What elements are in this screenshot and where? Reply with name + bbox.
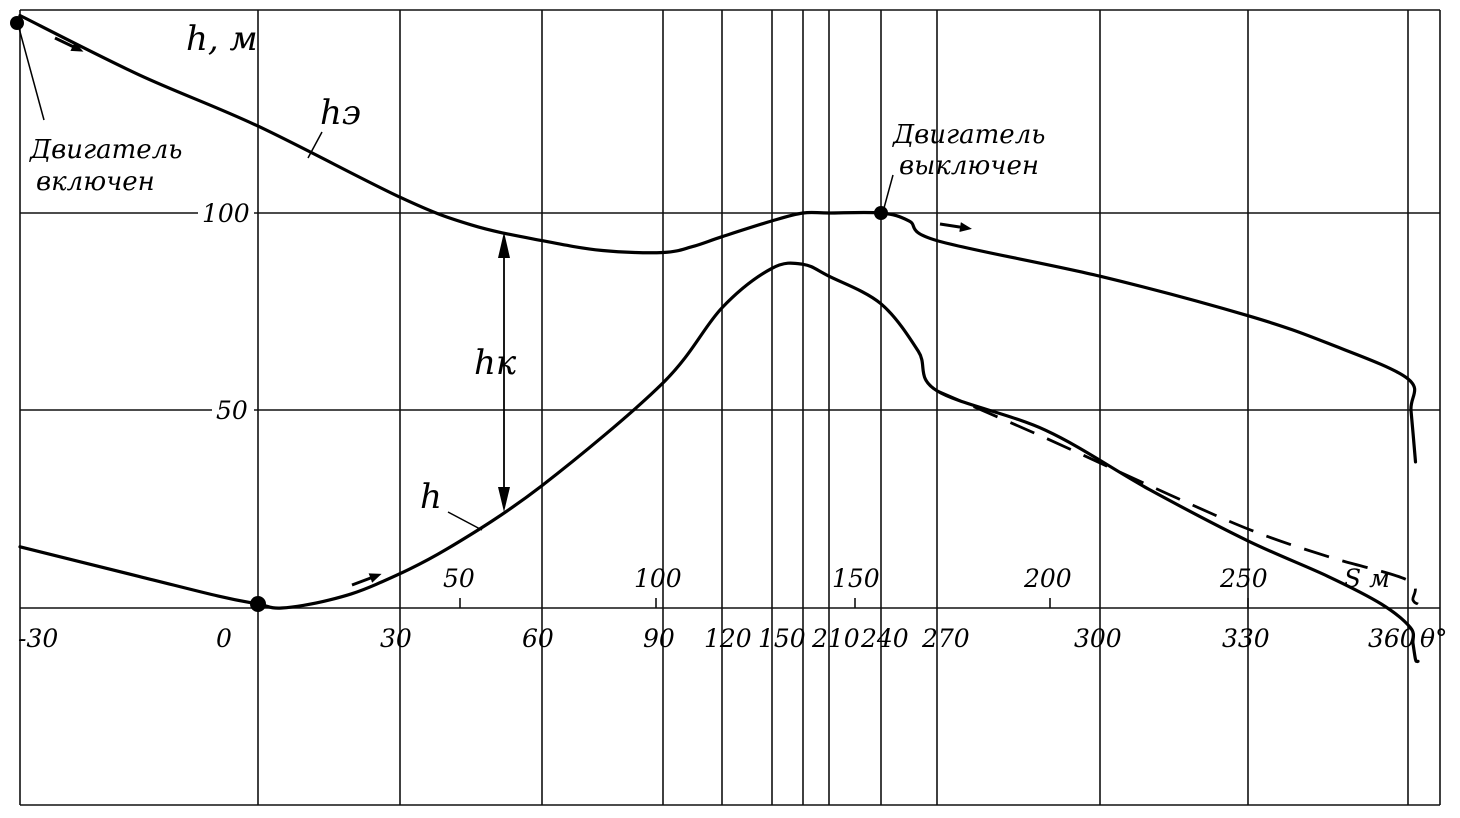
theta-tick-label-90: 90	[643, 624, 675, 653]
engine-off-label-line2: выключен	[899, 151, 1039, 181]
theta-tick-label-120: 120	[704, 624, 752, 653]
hk-label: hк	[474, 343, 517, 383]
s-tick-label-150: 150	[832, 564, 880, 593]
theta-tick-label-150: 150	[758, 624, 806, 653]
theta-tick-label-0: 0	[216, 624, 232, 653]
y-tick-50-bg	[212, 397, 254, 423]
s-tick-label-250: 250	[1219, 564, 1268, 593]
series-line-h-dashed	[936, 389, 1419, 606]
theta-tick-label-30: 30	[380, 624, 412, 653]
engine-off-leader	[883, 174, 894, 209]
series-line-h	[18, 261, 1420, 664]
theta-tick-label-360: 360	[1368, 624, 1416, 653]
engine-on-leader	[18, 27, 45, 121]
y-axis-label: h, м	[186, 19, 258, 59]
theta-tick-label-60: 60	[522, 624, 554, 653]
y-tick-label-50: 50	[216, 396, 248, 425]
engine-off-point	[874, 206, 888, 220]
theta-tick-label-270: 270	[921, 624, 970, 653]
theta-axis-unit: θ°	[1420, 624, 1448, 653]
engine-on-label-line2: включен	[36, 167, 155, 197]
h-origin-point	[250, 596, 266, 612]
engine-on-label-line1: Двигатель	[29, 135, 182, 165]
s-tick-label-200: 200	[1023, 564, 1072, 593]
theta-tick-label-330: 330	[1222, 624, 1270, 653]
hk-arrow-top	[498, 232, 510, 258]
theta-tick-label-210: 210	[811, 624, 860, 653]
s-tick-label-100: 100	[634, 564, 682, 593]
engine-off-label-line1: Двигатель	[892, 120, 1045, 150]
theta-tick-label-300: 300	[1074, 624, 1122, 653]
theta-tick-label-minus30: -30	[18, 624, 58, 653]
h-direction-arrow	[351, 573, 382, 587]
hk-arrow-bottom	[498, 487, 510, 512]
he-series-label: hэ	[320, 93, 361, 133]
h-series-label: h	[420, 477, 442, 517]
h-label-leader	[447, 511, 483, 531]
engine-on-point	[10, 16, 24, 30]
s-axis-unit: S м	[1344, 564, 1390, 593]
he-direction-arrow-start	[54, 36, 84, 52]
y-tick-100-bg	[198, 200, 254, 226]
theta-tick-label-240: 240	[860, 624, 909, 653]
s-tick-label-50: 50	[443, 564, 475, 593]
he-direction-arrow-mid	[939, 222, 972, 233]
grid-lines	[19, 9, 1441, 806]
series-line-he	[18, 13, 1418, 464]
he-label-leader	[307, 131, 323, 159]
y-tick-label-100: 100	[202, 199, 250, 228]
